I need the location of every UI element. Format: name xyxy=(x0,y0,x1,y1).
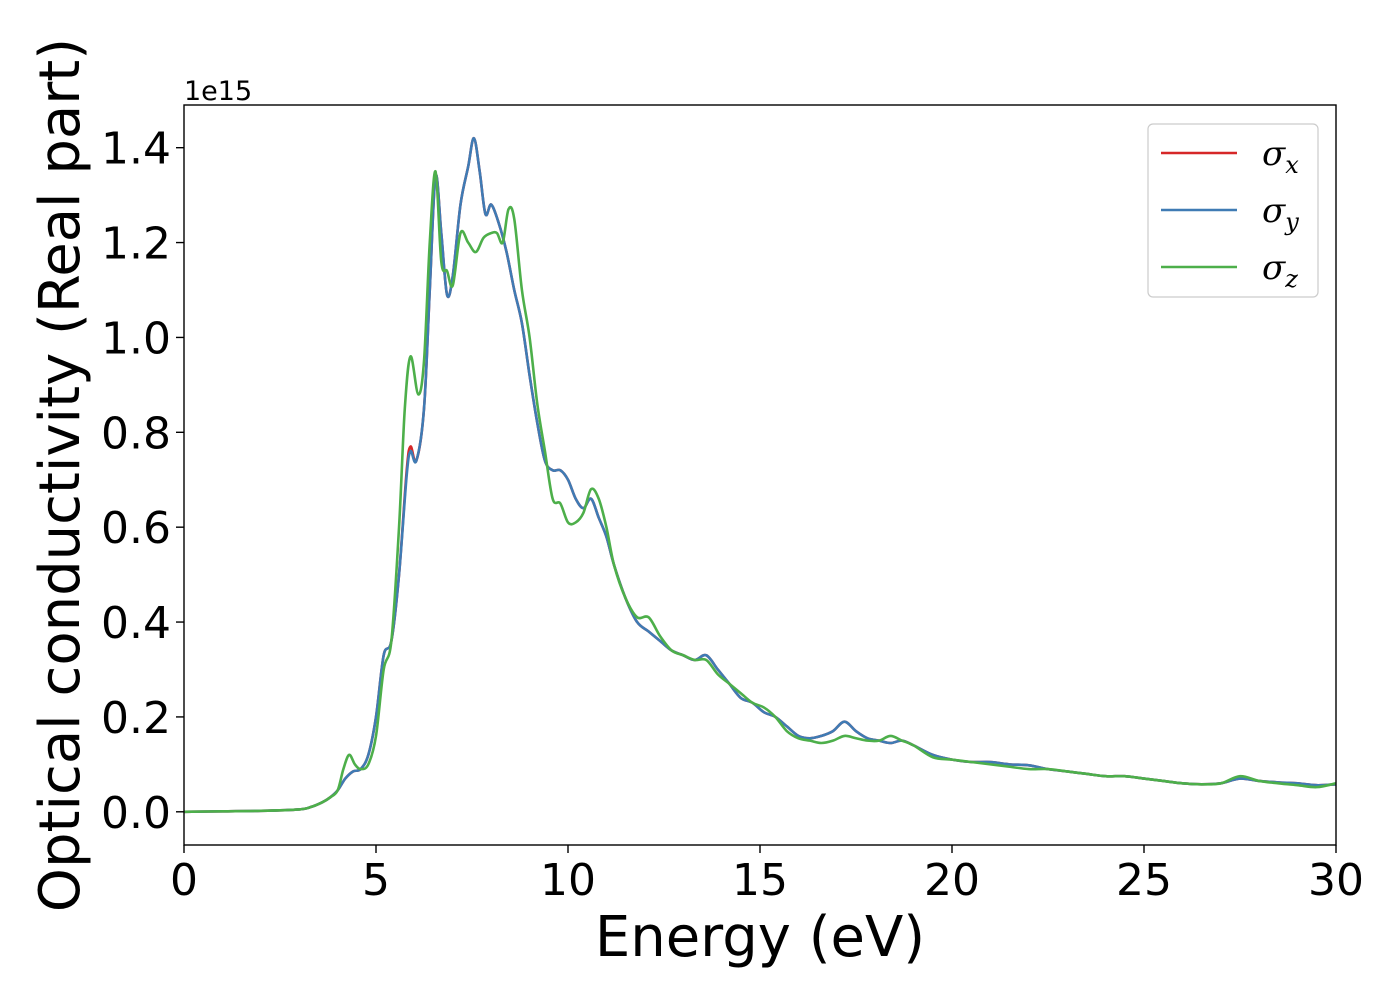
legend-label-sub: x xyxy=(1285,151,1299,179)
y-tick-label: 0.8 xyxy=(101,408,171,459)
legend-label-main: σ xyxy=(1262,248,1286,288)
x-tick-label: 5 xyxy=(362,855,390,906)
x-tick-label: 0 xyxy=(170,855,198,906)
y-tick-label: 1.0 xyxy=(101,313,171,364)
legend-label-x: σx xyxy=(1262,134,1299,179)
x-tick-label: 10 xyxy=(540,855,596,906)
legend-label-y: σy xyxy=(1262,191,1299,236)
y-tick-label: 0.2 xyxy=(101,693,171,744)
plot-area xyxy=(183,104,1337,846)
x-axis-title: Energy (eV) xyxy=(595,905,925,970)
x-axis-ticks: 0 5 10 15 20 25 30 xyxy=(170,845,1364,906)
y-axis-ticks: 0.0 0.2 0.4 0.6 0.8 1.0 1.2 1.4 xyxy=(101,124,184,839)
y-tick-label: 1.4 xyxy=(101,124,171,175)
y-offset-label: 1e15 xyxy=(184,76,252,107)
y-tick-label: 0.4 xyxy=(101,598,171,649)
legend-label-main: σ xyxy=(1262,134,1286,174)
y-tick-label: 0.0 xyxy=(101,788,171,839)
y-axis-title: Optical conductivity (Real part) xyxy=(28,38,93,912)
x-tick-label: 30 xyxy=(1308,855,1364,906)
x-tick-label: 20 xyxy=(924,855,980,906)
legend-label-sub: z xyxy=(1284,265,1298,293)
legend-label-sub: y xyxy=(1284,208,1299,236)
series-layer xyxy=(184,136,1336,814)
x-tick-label: 15 xyxy=(732,855,788,906)
y-tick-label: 0.6 xyxy=(101,503,171,554)
legend-label-z: σz xyxy=(1262,248,1298,293)
legend-label-main: σ xyxy=(1262,191,1286,231)
x-tick-label: 25 xyxy=(1116,855,1172,906)
series-line-z xyxy=(184,170,1336,814)
y-tick-label: 1.2 xyxy=(101,219,171,270)
